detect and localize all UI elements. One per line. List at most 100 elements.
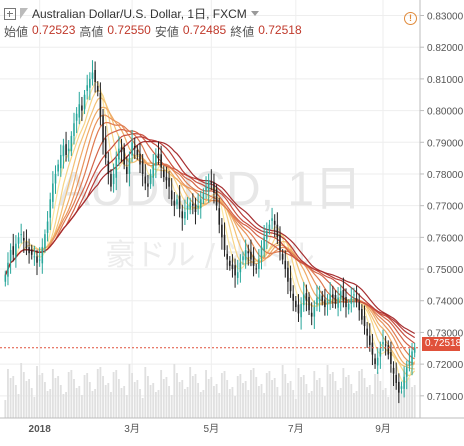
- candle-body: [215, 189, 218, 206]
- volume-bar: [107, 383, 110, 418]
- volume-bar: [242, 383, 244, 418]
- volume-bar: [54, 378, 57, 418]
- high-label: 高値: [79, 25, 104, 39]
- candle-body: [23, 237, 25, 241]
- volume-bar: [147, 376, 149, 418]
- volume-bar: [202, 390, 205, 418]
- candle-body: [112, 173, 115, 185]
- candle-body: [358, 302, 361, 311]
- candle-body: [226, 253, 228, 260]
- chevron-down-icon[interactable]: [250, 11, 259, 16]
- volume-bar: [152, 383, 155, 418]
- candle-body: [403, 376, 405, 389]
- volume-bar: [350, 384, 353, 418]
- candle-body: [405, 367, 408, 377]
- candle-body: [250, 251, 252, 260]
- candle-body: [284, 260, 287, 270]
- volume-bar: [379, 381, 382, 418]
- candle-body: [337, 297, 339, 308]
- volume-bar: [347, 375, 350, 418]
- candle-body: [70, 135, 73, 152]
- flag-icon[interactable]: [20, 8, 28, 19]
- open-label: 始値: [4, 25, 29, 39]
- price-axis[interactable]: 0.83000 0.82000 0.81000 0.80000 0.79000 0.780…: [419, 0, 464, 418]
- volume-bar: [183, 389, 186, 418]
- volume-bar: [70, 370, 73, 418]
- volume-bar: [165, 377, 168, 418]
- volume-bar: [244, 381, 247, 418]
- candle-body: [271, 218, 273, 221]
- volume-bar: [25, 381, 28, 418]
- low-label: 安値: [154, 25, 179, 39]
- volume-bar: [131, 373, 134, 418]
- candle-body: [17, 237, 20, 244]
- volume-bar: [133, 382, 136, 418]
- volume-bar: [59, 385, 62, 418]
- volume-bar: [78, 386, 81, 418]
- volume-bar: [389, 366, 392, 418]
- candle-body: [104, 138, 107, 159]
- candle-body: [390, 352, 392, 365]
- candle-body: [289, 277, 292, 292]
- candle-body: [75, 113, 78, 121]
- volume-bar: [33, 397, 36, 418]
- volume-bar: [363, 378, 366, 418]
- candle-body: [366, 328, 368, 336]
- candle-body: [96, 85, 99, 92]
- volume-bar: [279, 396, 281, 418]
- price-tick-label: 0.80000: [427, 107, 464, 118]
- volume-bar: [17, 394, 20, 418]
- volume-bar: [400, 391, 403, 418]
- volume-bar: [368, 385, 371, 418]
- candle-body: [99, 92, 102, 117]
- price-tick-label: 0.77000: [427, 202, 464, 213]
- candle-body: [223, 234, 226, 251]
- volume-bar: [226, 380, 229, 418]
- close-label: 終値: [230, 25, 255, 39]
- volume-bar: [257, 386, 260, 418]
- volume-bar: [194, 374, 197, 418]
- candle-body: [316, 297, 318, 305]
- symbol-title[interactable]: Australian Dollar/U.S. Dollar, 1日, FXCM: [32, 7, 247, 21]
- volume-bar: [265, 373, 268, 418]
- candle-body: [86, 85, 88, 91]
- price-tick-label: 0.78000: [427, 170, 464, 181]
- candle-body: [326, 300, 329, 304]
- candle-body: [144, 176, 147, 184]
- candle-body: [368, 335, 371, 346]
- candle-body: [345, 296, 347, 308]
- candle-body: [305, 293, 308, 301]
- candle-body: [268, 224, 271, 230]
- volume-bar: [247, 390, 250, 418]
- price-tick-label: 0.72000: [427, 360, 464, 371]
- volume-bar: [215, 384, 218, 418]
- candle-body: [147, 183, 149, 187]
- volume-bar: [284, 374, 287, 418]
- time-axis[interactable]: 2018 3月 5月 7月 9月: [0, 417, 464, 435]
- candle-body: [265, 231, 268, 239]
- high-value: 0.72550: [107, 23, 151, 37]
- volume-bar: [91, 391, 94, 418]
- candle-body: [324, 299, 326, 308]
- candle-body: [123, 147, 125, 165]
- volume-bar: [358, 371, 361, 418]
- candle-body: [244, 250, 247, 261]
- collapse-icon[interactable]: [4, 7, 16, 20]
- price-tick-label: 0.82000: [427, 43, 464, 54]
- candle-body: [28, 247, 30, 254]
- candle-body: [205, 186, 207, 191]
- candle-body: [81, 105, 83, 111]
- close-value: 0.72518: [258, 23, 302, 37]
- candle-body: [310, 312, 313, 317]
- volume-bar: [128, 364, 131, 418]
- volume-bar: [411, 387, 413, 418]
- volume-bar: [14, 385, 17, 418]
- alert-icon[interactable]: !: [404, 12, 417, 25]
- candle-body: [332, 294, 334, 298]
- volume-bar: [413, 385, 416, 418]
- price-tick-label: 0.73000: [427, 328, 464, 339]
- volume-bar: [353, 393, 355, 418]
- volume-bar: [149, 385, 152, 418]
